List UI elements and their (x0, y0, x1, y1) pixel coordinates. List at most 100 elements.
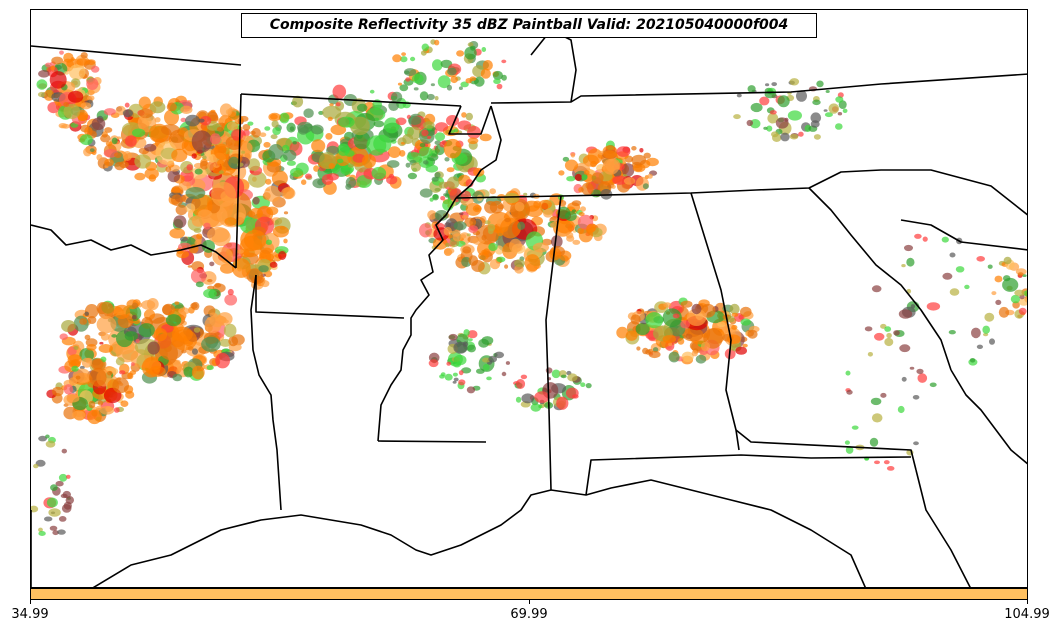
paintball-blob (335, 102, 341, 107)
paintball-blob (198, 209, 212, 219)
paintball-blob (789, 133, 799, 140)
paintball-blob (750, 102, 763, 113)
paintball-blob (870, 397, 882, 406)
paintball-blob (886, 466, 895, 471)
paintball-blob (446, 84, 452, 91)
paintball-blob (87, 409, 102, 425)
paintball-blob (178, 181, 191, 191)
paintball-blob (493, 78, 501, 85)
paintball-blob (234, 115, 244, 125)
paintball-blob (186, 164, 193, 171)
paintball-blob (747, 85, 756, 93)
paintball-blob (405, 162, 411, 168)
paintball-blob (562, 156, 570, 162)
paintball-blob (165, 166, 172, 173)
paintball-blob (191, 215, 205, 227)
paintball-blob (747, 329, 758, 339)
paintball-blob (86, 77, 99, 90)
paintball-blob (406, 152, 422, 163)
paintball-blob (1017, 272, 1024, 277)
paintball-blob (780, 132, 790, 142)
paintball-blob (180, 105, 193, 115)
paintball-blob (789, 78, 800, 86)
paintball-blob (581, 174, 588, 181)
paintball-blob (57, 529, 66, 535)
paintball-blob (231, 129, 244, 141)
paintball-blob (452, 380, 457, 384)
paintball-blob (444, 193, 450, 198)
paintball-blob (427, 135, 431, 139)
paintball-blob (955, 266, 965, 273)
paintball-blob (842, 108, 848, 114)
paintball-blob (75, 375, 81, 380)
paintball-blob (338, 116, 355, 128)
paintball-blob (52, 386, 64, 397)
paintball-blob (219, 103, 233, 117)
paintball-blob (147, 341, 160, 355)
paintball-blob (86, 59, 96, 65)
paintball-blob (217, 118, 224, 124)
paintball-blob (558, 170, 565, 176)
paintball-blob (401, 52, 406, 56)
paintball-blob (482, 357, 491, 363)
paintball-blob (444, 373, 453, 381)
paintball-blob (38, 531, 46, 536)
paintball-blob (635, 322, 650, 336)
paintball-blob (505, 361, 510, 365)
paintball-blob (453, 354, 467, 366)
paintball-blob (556, 396, 569, 410)
paintball-blob (138, 108, 153, 119)
paintball-blob (428, 359, 439, 368)
colorbar-tick-label-middle: 69.99 (510, 607, 548, 622)
paintball-blob (353, 131, 371, 150)
paintball-blob (545, 367, 553, 374)
paintball-blob (949, 288, 960, 296)
paintball-blob (777, 95, 790, 108)
paintball-blob (772, 133, 782, 142)
paintball-blob (825, 90, 830, 93)
paintball-blob (237, 162, 244, 167)
paintball-blob (292, 95, 304, 108)
paintball-blob (171, 186, 182, 194)
paintball-blob (515, 396, 522, 403)
paintball-blob (38, 435, 47, 442)
paintball-blob (303, 108, 314, 118)
paintball-blob (263, 141, 271, 148)
paintball-blob (501, 59, 507, 64)
paintball-blob (598, 150, 604, 156)
paintball-blob (383, 117, 400, 134)
paintball-blob (452, 233, 463, 242)
paintball-blob (443, 138, 462, 159)
paintball-blob (514, 259, 525, 268)
paintball-blob (534, 391, 550, 403)
paintball-blob (462, 246, 472, 254)
paintball-blob (161, 124, 180, 136)
paintball-blob (602, 158, 620, 175)
paintball-blob (194, 168, 203, 175)
paintball-blob (470, 45, 476, 51)
paintball-blob (397, 82, 403, 86)
paintball-blob (45, 440, 56, 448)
paintball-blob (192, 348, 198, 355)
paintball-blob (134, 154, 152, 169)
paintball-blob (244, 229, 267, 250)
paintball-blob (330, 124, 347, 136)
paintball-blob (465, 112, 473, 121)
paintball-blob (472, 205, 482, 213)
paintball-blob (113, 304, 131, 319)
paintball-blob (248, 171, 267, 188)
paintball-blob (191, 365, 205, 380)
paintball-blob (766, 125, 773, 132)
paintball-blob (612, 175, 628, 185)
paintball-blob (97, 400, 104, 406)
paintball-blob (581, 182, 594, 196)
paintball-blob (926, 302, 941, 311)
paintball-blob (917, 373, 928, 383)
paintball-blob (122, 151, 132, 161)
paintball-blob (55, 480, 64, 487)
paintball-blob (141, 357, 161, 378)
paintball-blob (91, 65, 100, 73)
paintball-blob (305, 173, 312, 179)
paintball-blob (580, 206, 586, 212)
paintball-blob (332, 84, 347, 100)
